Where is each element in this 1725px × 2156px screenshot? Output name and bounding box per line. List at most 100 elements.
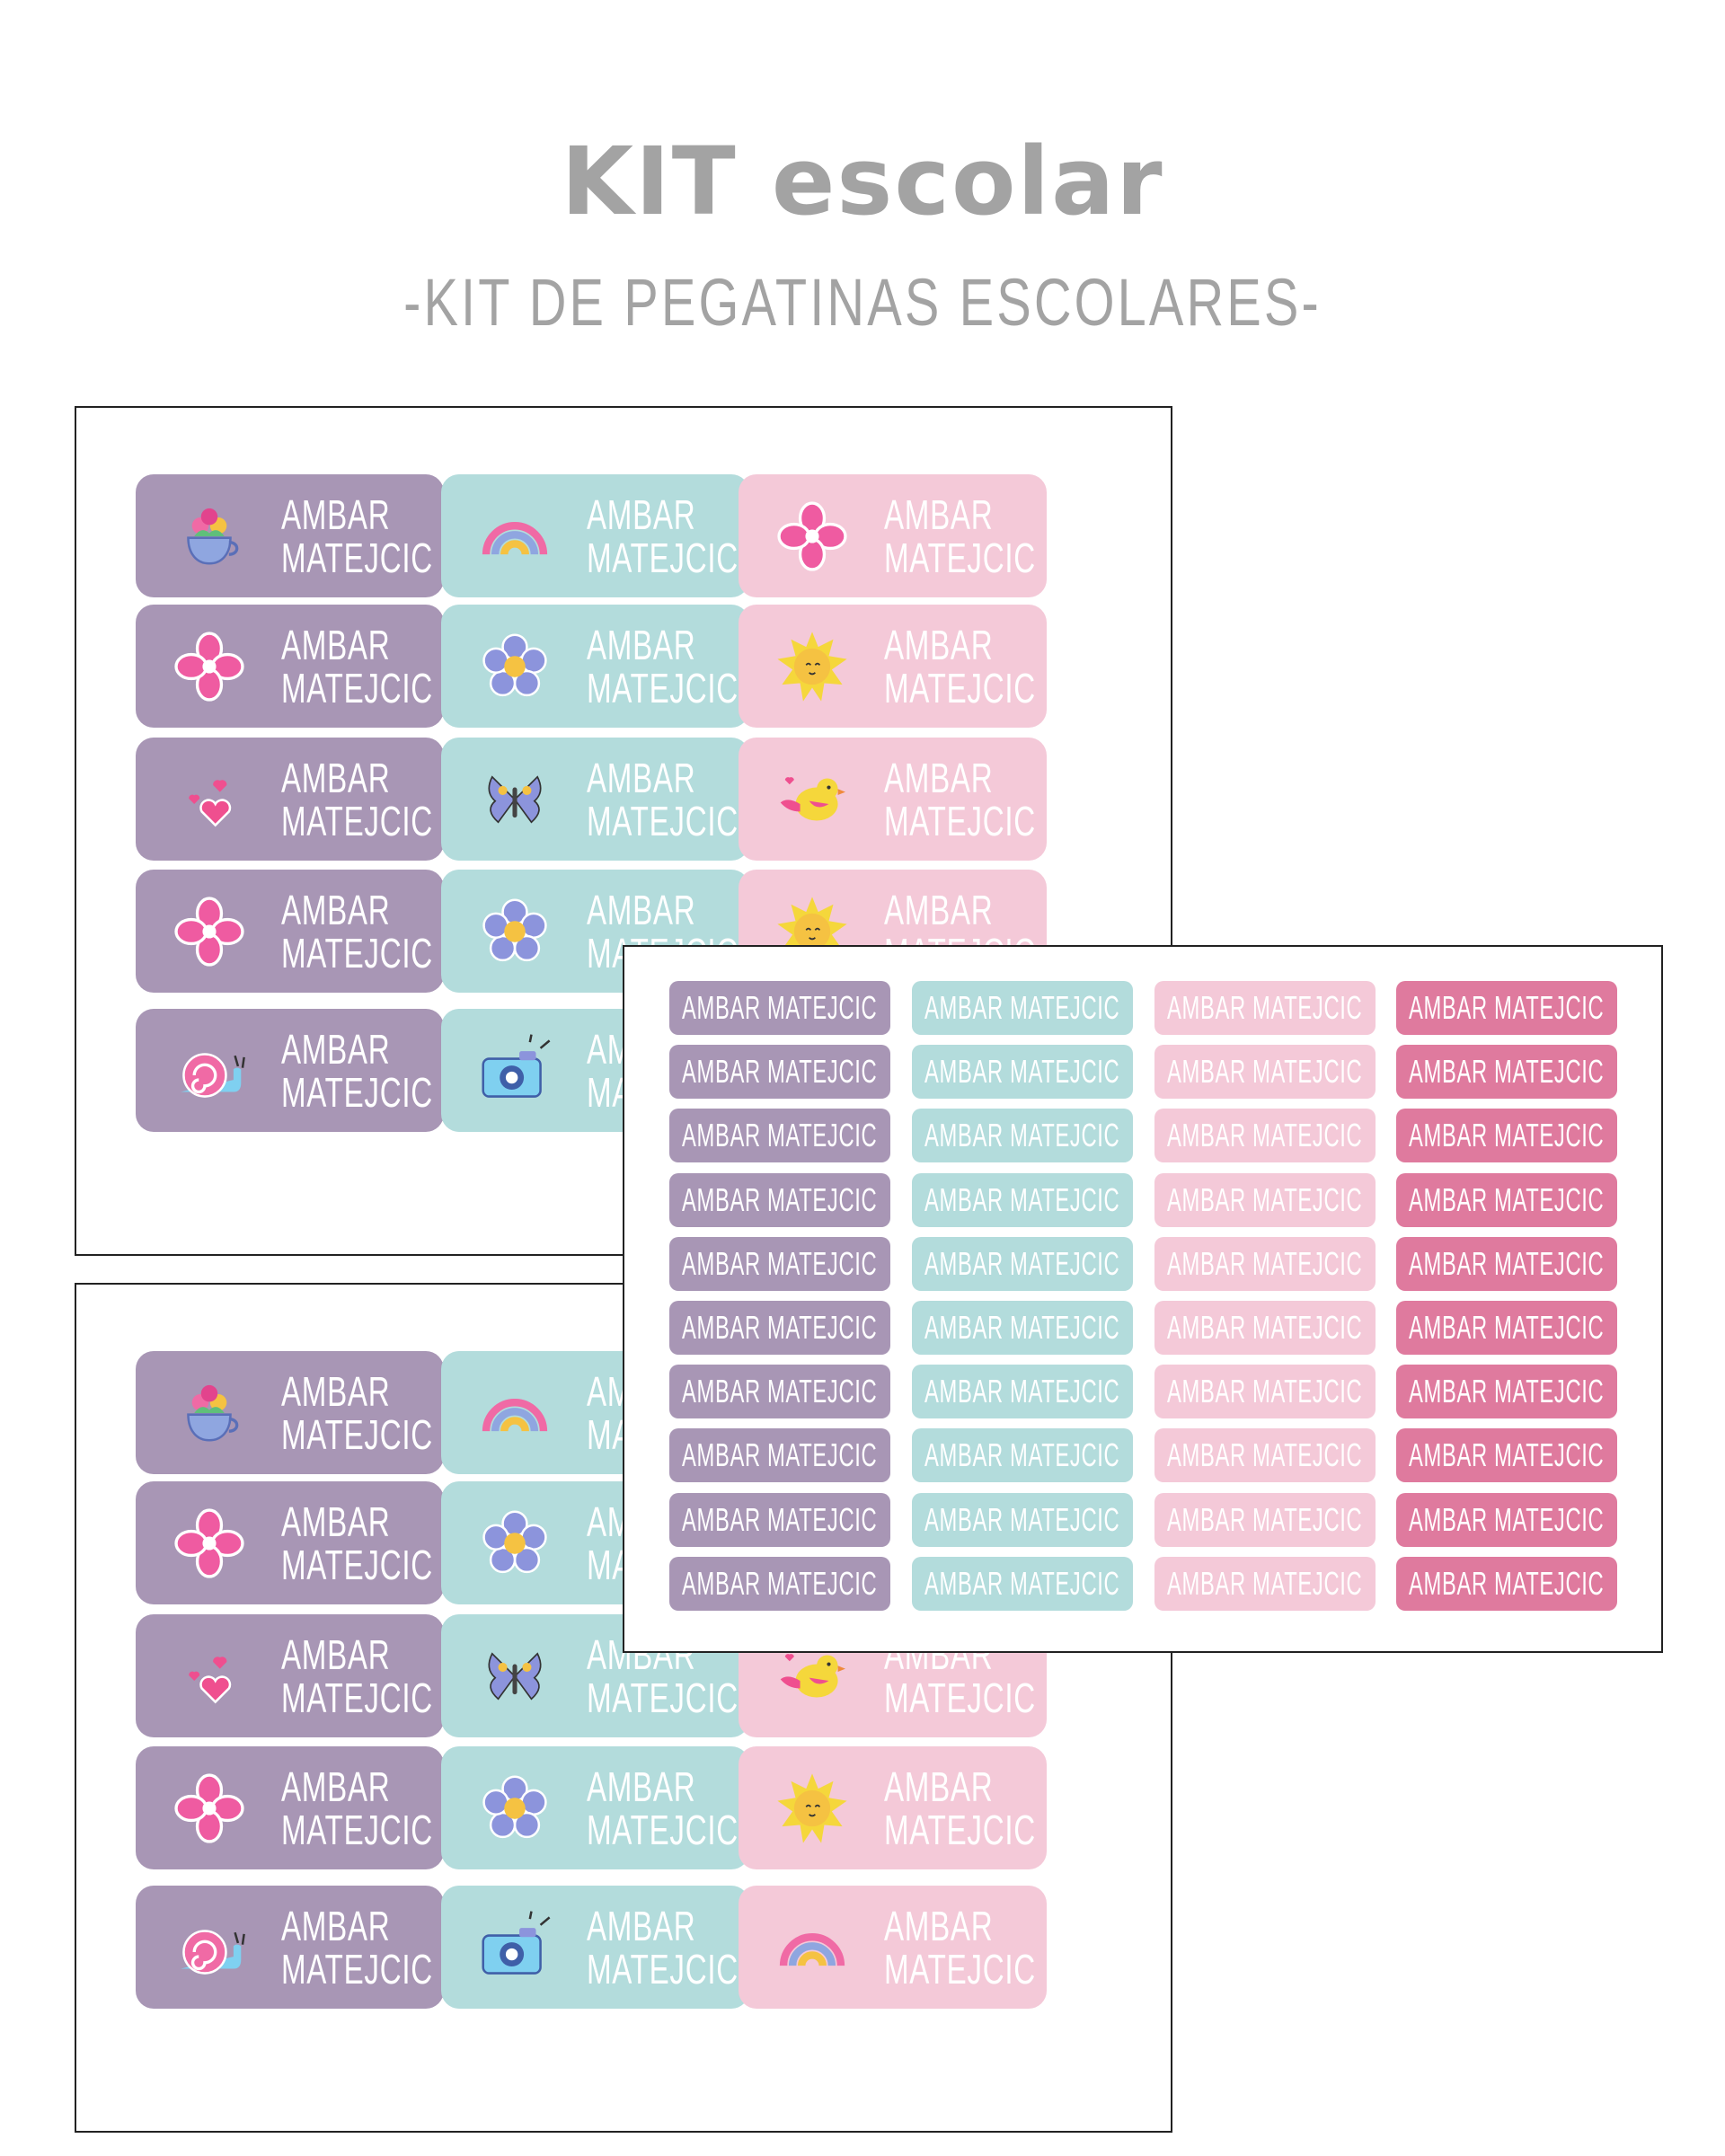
small-name-label: AMBAR MATEJCIC: [669, 981, 890, 1035]
name-first-line: AMBAR: [281, 1630, 391, 1678]
small-label-name: AMBAR MATEJCIC: [682, 1436, 878, 1473]
name-second-line: MATEJCIC: [884, 534, 1036, 581]
pink-flower-icon: [164, 622, 254, 711]
small-name-label: AMBAR MATEJCIC: [912, 1301, 1133, 1355]
small-name-label: AMBAR MATEJCIC: [1396, 1045, 1617, 1099]
name-second-line: MATEJCIC: [587, 1674, 739, 1721]
small-name-label: AMBAR MATEJCIC: [669, 1109, 890, 1162]
small-label-name: AMBAR MATEJCIC: [682, 1181, 878, 1218]
page-subtitle: -KIT DE PEGATINAS ESCOLARES-: [403, 265, 1322, 340]
small-name-label: AMBAR MATEJCIC: [669, 1173, 890, 1227]
small-name-label: AMBAR MATEJCIC: [912, 1365, 1133, 1418]
small-name-label: AMBAR MATEJCIC: [1154, 1237, 1376, 1291]
small-name-label: AMBAR MATEJCIC: [1154, 1428, 1376, 1482]
small-label-name: AMBAR MATEJCIC: [682, 1373, 878, 1409]
page-title: KIT escolar: [561, 127, 1164, 236]
small-name-label: AMBAR MATEJCIC: [912, 981, 1133, 1035]
camera-icon: [470, 1903, 560, 1993]
small-label-name: AMBAR MATEJCIC: [924, 1373, 1120, 1409]
name-second-line: MATEJCIC: [281, 1806, 433, 1853]
pink-flower-icon: [164, 1763, 254, 1853]
name-first-line: AMBAR: [587, 1763, 696, 1810]
small-name-label: AMBAR MATEJCIC: [1396, 1493, 1617, 1547]
name-first-line: AMBAR: [884, 886, 994, 933]
small-name-label: AMBAR MATEJCIC: [669, 1557, 890, 1611]
small-name-label: AMBAR MATEJCIC: [669, 1301, 890, 1355]
small-label-name: AMBAR MATEJCIC: [1409, 1117, 1605, 1153]
small-label-name: AMBAR MATEJCIC: [1167, 1181, 1363, 1218]
small-name-label: AMBAR MATEJCIC: [1154, 1557, 1376, 1611]
small-label-name: AMBAR MATEJCIC: [1167, 1436, 1363, 1473]
butterfly-icon: [470, 1631, 560, 1721]
small-name-label: AMBAR MATEJCIC: [912, 1173, 1133, 1227]
rainbow-icon: [470, 491, 560, 581]
small-name-label: AMBAR MATEJCIC: [912, 1109, 1133, 1162]
daisy-icon: [470, 1763, 560, 1853]
daisy-icon: [470, 887, 560, 976]
name-second-line: MATEJCIC: [281, 664, 433, 711]
small-label-name: AMBAR MATEJCIC: [924, 1181, 1120, 1218]
small-label-name: AMBAR MATEJCIC: [1167, 989, 1363, 1026]
name-first-line: AMBAR: [884, 490, 994, 538]
small-name-label: AMBAR MATEJCIC: [1396, 1109, 1617, 1162]
name-first-line: AMBAR: [884, 1763, 994, 1810]
name-first-line: AMBAR: [281, 754, 391, 801]
pink-flower-icon: [164, 1498, 254, 1588]
small-label-name: AMBAR MATEJCIC: [1167, 1117, 1363, 1153]
small-label-sheet: AMBAR MATEJCIC AMBAR MATEJCIC AMBAR MATEJC…: [623, 945, 1663, 1653]
name-second-line: MATEJCIC: [281, 797, 433, 844]
small-label-name: AMBAR MATEJCIC: [1409, 1373, 1605, 1409]
small-name-label: AMBAR MATEJCIC: [669, 1237, 890, 1291]
small-label-name: AMBAR MATEJCIC: [682, 1117, 878, 1153]
small-label-name: AMBAR MATEJCIC: [1409, 1245, 1605, 1282]
small-label-name: AMBAR MATEJCIC: [682, 1565, 878, 1602]
name-first-line: AMBAR: [587, 754, 696, 801]
small-name-label: AMBAR MATEJCIC: [1396, 1173, 1617, 1227]
butterfly-icon: [470, 755, 560, 844]
small-label-name: AMBAR MATEJCIC: [1409, 1436, 1605, 1473]
small-name-label: AMBAR MATEJCIC: [669, 1428, 890, 1482]
small-name-label: AMBAR MATEJCIC: [1154, 1109, 1376, 1162]
hearts-icon: [164, 1631, 254, 1721]
name-second-line: MATEJCIC: [884, 664, 1036, 711]
small-name-label: AMBAR MATEJCIC: [669, 1493, 890, 1547]
name-first-line: AMBAR: [281, 1902, 391, 1949]
small-label-name: AMBAR MATEJCIC: [924, 1436, 1120, 1473]
flower-cup-icon: [164, 491, 254, 581]
name-first-line: AMBAR: [281, 1498, 391, 1545]
rainbow-icon: [470, 1368, 560, 1458]
snail-icon: [164, 1903, 254, 1993]
small-name-label: AMBAR MATEJCIC: [912, 1428, 1133, 1482]
small-label-name: AMBAR MATEJCIC: [682, 989, 878, 1026]
small-name-label: AMBAR MATEJCIC: [1396, 981, 1617, 1035]
name-first-line: AMBAR: [281, 621, 391, 668]
small-name-label: AMBAR MATEJCIC: [1396, 1301, 1617, 1355]
small-name-label: AMBAR MATEJCIC: [1154, 1173, 1376, 1227]
small-label-name: AMBAR MATEJCIC: [924, 1053, 1120, 1090]
small-label-name: AMBAR MATEJCIC: [682, 1309, 878, 1346]
small-label-name: AMBAR MATEJCIC: [1409, 1053, 1605, 1090]
